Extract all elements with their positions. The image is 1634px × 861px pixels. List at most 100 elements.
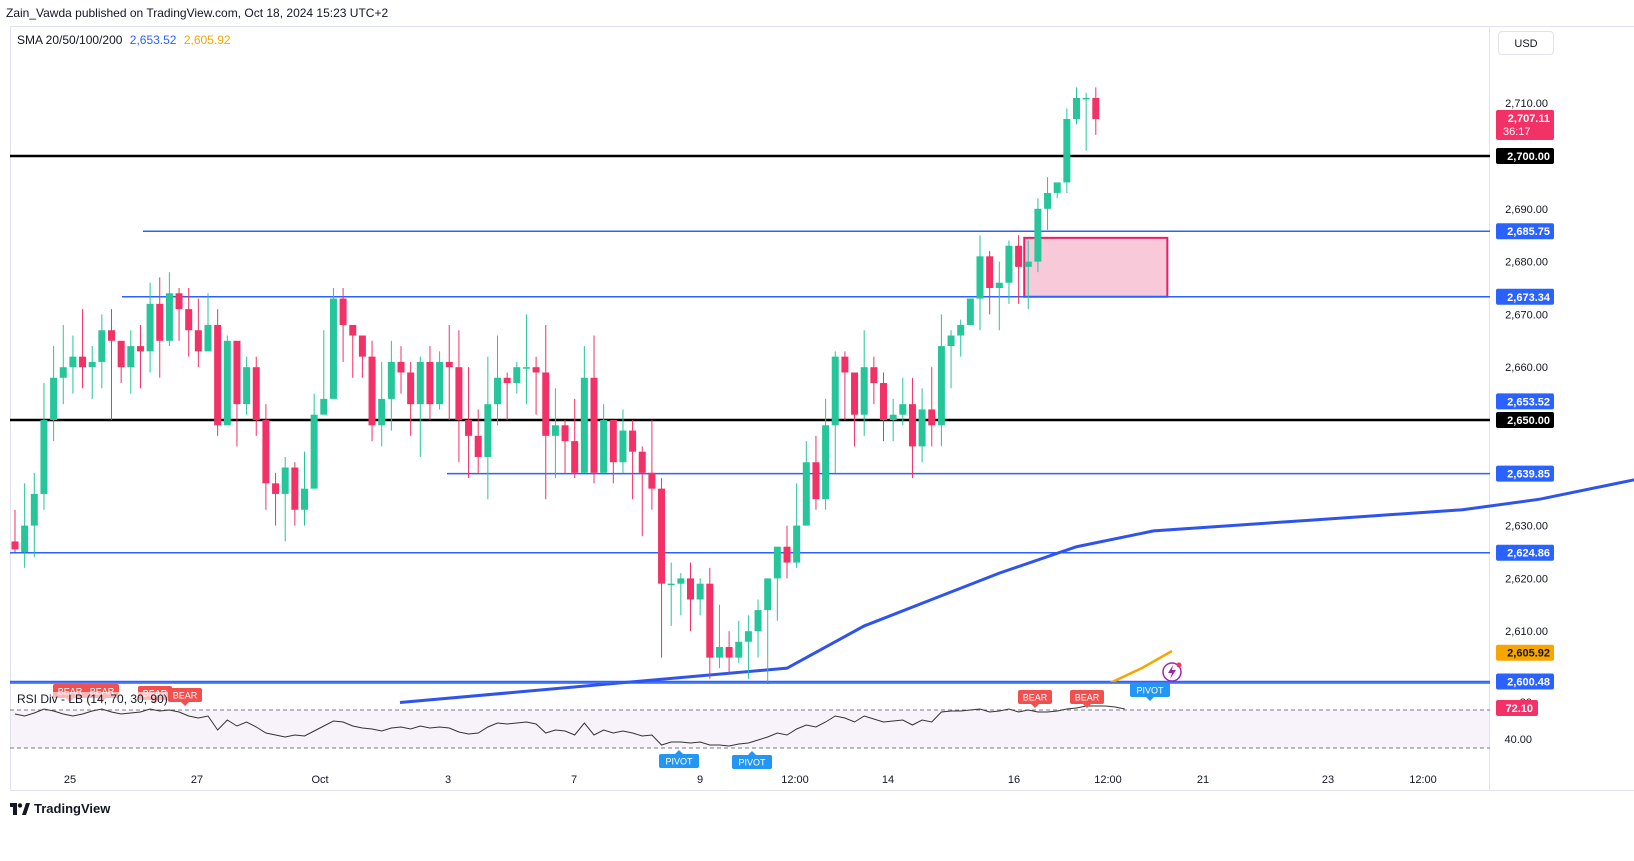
candle[interactable] [609, 420, 617, 484]
candle[interactable] [117, 340, 125, 384]
candle[interactable] [841, 351, 849, 420]
candle[interactable] [648, 420, 656, 510]
candle[interactable] [156, 277, 164, 378]
candle[interactable] [1024, 240, 1032, 310]
candle[interactable] [735, 620, 743, 663]
candle[interactable] [358, 335, 366, 378]
candle[interactable] [445, 324, 453, 420]
candle[interactable] [79, 309, 87, 389]
candle[interactable] [600, 404, 608, 473]
candle[interactable] [397, 346, 405, 394]
candle[interactable] [474, 409, 482, 473]
candle[interactable] [928, 367, 936, 447]
candle[interactable] [783, 525, 791, 579]
key-level-tag[interactable]: 2,650.00 [1496, 412, 1554, 428]
candle[interactable] [88, 346, 96, 399]
candle[interactable] [127, 330, 135, 394]
candle[interactable] [1034, 198, 1042, 273]
sma-blue-tag[interactable]: 2,653.52 [1496, 393, 1554, 410]
candle[interactable] [98, 314, 106, 389]
candle[interactable] [532, 356, 540, 415]
candle[interactable] [822, 398, 830, 510]
candle[interactable] [204, 293, 212, 352]
candle[interactable] [638, 446, 646, 537]
candle[interactable] [1063, 108, 1071, 193]
candle[interactable] [619, 409, 627, 473]
candle[interactable] [908, 377, 916, 479]
candle[interactable] [802, 441, 810, 526]
candle[interactable] [793, 483, 801, 568]
candle[interactable] [407, 361, 415, 436]
candle[interactable] [580, 346, 588, 473]
candle[interactable] [281, 456, 289, 542]
candle[interactable] [754, 599, 762, 658]
candle[interactable] [310, 393, 318, 489]
candle[interactable] [947, 330, 955, 389]
candle[interactable] [966, 298, 974, 325]
candle[interactable] [223, 335, 231, 426]
price-axis[interactable] [1490, 26, 1634, 791]
candle[interactable] [1015, 235, 1023, 304]
candle[interactable] [59, 324, 67, 405]
candle[interactable] [812, 435, 820, 510]
candle[interactable] [455, 330, 463, 463]
candle[interactable] [986, 251, 994, 315]
candle[interactable] [387, 340, 395, 431]
candle[interactable] [349, 324, 357, 378]
candle[interactable] [995, 261, 1003, 331]
candle[interactable] [368, 340, 376, 442]
candle[interactable] [484, 356, 492, 500]
rsi-value-tag[interactable]: 72.10 [1496, 700, 1538, 716]
candle[interactable] [30, 472, 38, 558]
candle[interactable] [503, 372, 511, 420]
candle[interactable] [918, 388, 926, 463]
level-tag[interactable]: 2,673.34 [1496, 288, 1554, 305]
candle[interactable] [542, 324, 550, 500]
candle[interactable] [1044, 177, 1052, 230]
candle[interactable] [50, 346, 58, 442]
candle[interactable] [233, 340, 241, 447]
candle[interactable] [667, 562, 675, 626]
candle[interactable] [136, 324, 144, 389]
candle[interactable] [1053, 182, 1061, 199]
candle[interactable] [937, 314, 945, 447]
candle[interactable] [870, 356, 878, 405]
candle[interactable] [1073, 87, 1080, 125]
candle[interactable] [108, 309, 115, 420]
candle[interactable] [687, 562, 694, 632]
candle[interactable] [860, 330, 868, 436]
candle[interactable] [320, 330, 328, 415]
candle[interactable] [252, 356, 260, 436]
candle[interactable] [175, 288, 183, 341]
candle[interactable] [957, 319, 965, 357]
candle[interactable] [715, 604, 723, 669]
candle[interactable] [551, 388, 559, 479]
level-tag[interactable]: 2,639.85 [1496, 465, 1554, 482]
candle[interactable] [194, 298, 202, 368]
tradingview-logo[interactable]: TradingView [10, 801, 110, 816]
candle[interactable] [185, 288, 193, 357]
sma-orange-tag[interactable]: 2,605.92 [1496, 644, 1554, 661]
sma-legend[interactable]: SMA 20/50/100/200 2,653.52 2,605.92 [17, 33, 231, 47]
candle[interactable] [494, 335, 501, 426]
candle[interactable] [658, 478, 666, 658]
candle[interactable] [976, 235, 984, 331]
candle[interactable] [465, 367, 473, 479]
candle[interactable] [272, 472, 280, 526]
candle[interactable] [1092, 87, 1100, 135]
candle[interactable] [561, 420, 569, 473]
level-tag[interactable]: 2,624.86 [1496, 544, 1554, 561]
candle[interactable] [243, 356, 251, 415]
candle[interactable] [146, 282, 154, 373]
candle[interactable] [677, 573, 685, 616]
candle[interactable] [301, 451, 308, 526]
candle[interactable] [378, 361, 386, 447]
key-level-tag[interactable]: 2,700.00 [1496, 148, 1554, 164]
candle[interactable] [899, 377, 907, 426]
level-tag[interactable]: 2,600.48 [1496, 673, 1554, 690]
candle[interactable] [522, 314, 530, 405]
candle[interactable] [262, 404, 270, 510]
candle[interactable] [744, 615, 752, 679]
